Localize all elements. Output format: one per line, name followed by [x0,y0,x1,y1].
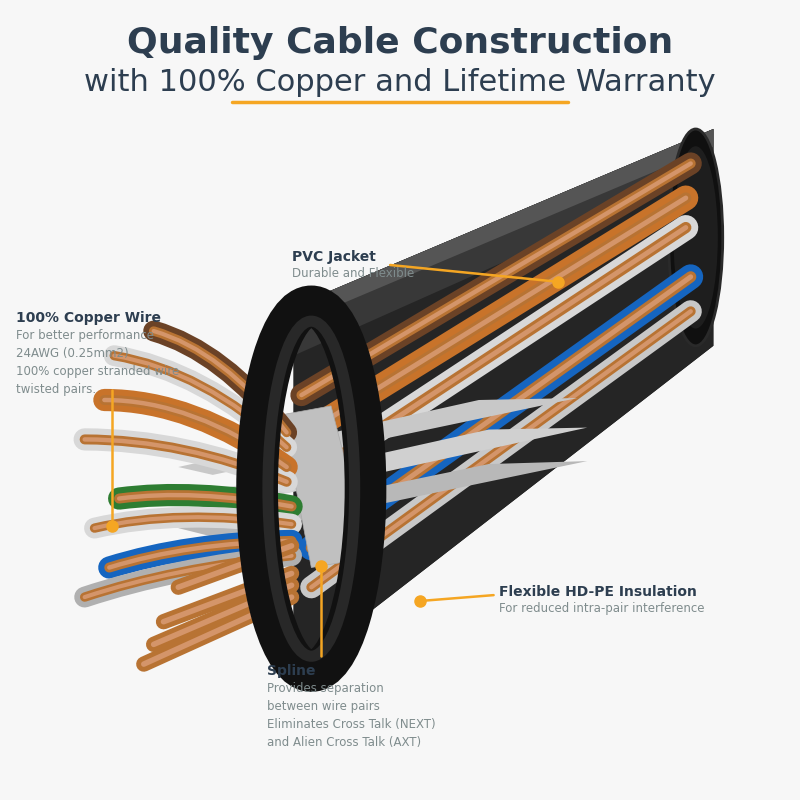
Text: PVC Jacket: PVC Jacket [291,250,375,264]
Ellipse shape [669,129,722,346]
Polygon shape [294,129,714,356]
Text: Spline: Spline [267,664,315,678]
Text: For reduced intra-pair interference: For reduced intra-pair interference [498,602,704,615]
Text: Durable and Flexible: Durable and Flexible [291,267,414,280]
Text: For better performance
24AWG (0.25mm2)
100% copper stranded wire
twisted pairs.: For better performance 24AWG (0.25mm2) 1… [16,329,179,396]
Polygon shape [294,129,714,671]
Polygon shape [282,406,370,567]
Polygon shape [294,129,714,671]
Polygon shape [178,427,587,509]
Ellipse shape [674,146,718,329]
Text: Provides separation
between wire pairs
Eliminates Cross Talk (NEXT)
and Alien Cr: Provides separation between wire pairs E… [267,682,435,749]
Text: Flexible HD-PE Insulation: Flexible HD-PE Insulation [498,586,697,599]
Polygon shape [178,398,578,475]
Text: with 100% Copper and Lifetime Warranty: with 100% Copper and Lifetime Warranty [84,68,716,97]
Text: Quality Cable Construction: Quality Cable Construction [127,26,673,60]
Polygon shape [294,129,714,324]
Polygon shape [178,461,587,538]
Text: 100% Copper Wire: 100% Copper Wire [16,311,161,326]
